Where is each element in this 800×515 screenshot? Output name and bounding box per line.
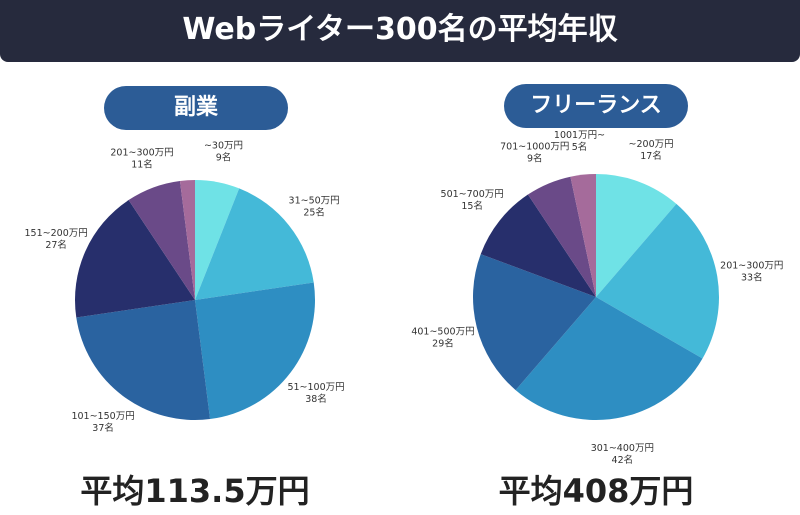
slice-value-label: 33名 xyxy=(741,272,763,284)
pie-slice xyxy=(75,200,195,318)
pie-slice xyxy=(570,174,596,297)
slice-category-label: ~30万円 xyxy=(204,141,243,152)
slice-value-label: 5名 xyxy=(572,141,588,153)
pie-slice xyxy=(596,174,677,297)
slice-category-label: 501~700万円 xyxy=(441,189,504,200)
freelance-title: フリーランス xyxy=(504,84,688,128)
slice-value-label: 25名 xyxy=(303,207,325,219)
pie-slice xyxy=(527,176,596,297)
pie-slice xyxy=(195,282,315,420)
slice-category-label: ~200万円 xyxy=(629,139,674,150)
pie-slice xyxy=(515,297,703,420)
slice-category-label: 701~1000万円 xyxy=(500,141,569,152)
slice-value-label: 27名 xyxy=(45,239,67,251)
side-job-average: 平均113.5万円 xyxy=(80,472,310,510)
page-title: Webライター300名の平均年収 xyxy=(0,0,800,62)
slice-value-label: 17名 xyxy=(640,150,662,162)
pie-slice xyxy=(596,203,719,359)
pie-slice xyxy=(128,180,195,300)
slice-category-label: 51~100万円 xyxy=(287,382,344,393)
slice-value-label: 9名 xyxy=(216,152,232,164)
slice-category-label: 101~150万円 xyxy=(71,411,134,422)
freelance-average: 平均408万円 xyxy=(498,472,694,510)
pie-slice xyxy=(480,194,596,297)
slice-category-label: 151~200万円 xyxy=(25,228,88,239)
pie-slice xyxy=(195,188,314,300)
slice-category-label: 201~300万円 xyxy=(110,148,173,159)
slice-value-label: 42名 xyxy=(612,454,634,466)
slice-value-label: 15名 xyxy=(461,200,483,212)
slice-category-label: 401~500万円 xyxy=(411,326,474,337)
slice-value-label: 9名 xyxy=(527,152,543,164)
slice-category-label: 31~50万円 xyxy=(289,196,340,207)
slice-value-label: 37名 xyxy=(92,422,114,434)
side-job-title: 副業 xyxy=(104,86,288,130)
slice-category-label: 1001万円~ xyxy=(554,130,605,141)
slice-value-label: 38名 xyxy=(305,393,327,405)
slice-value-label: 11名 xyxy=(131,159,153,171)
pie-slice xyxy=(195,180,240,300)
slice-value-label: 29名 xyxy=(432,337,454,349)
pie-slice xyxy=(179,180,195,300)
pie-slice xyxy=(76,300,211,420)
slice-category-label: 201~300万円 xyxy=(720,261,783,272)
pie-slice xyxy=(473,254,596,391)
slice-category-label: 301~400万円 xyxy=(591,443,654,454)
